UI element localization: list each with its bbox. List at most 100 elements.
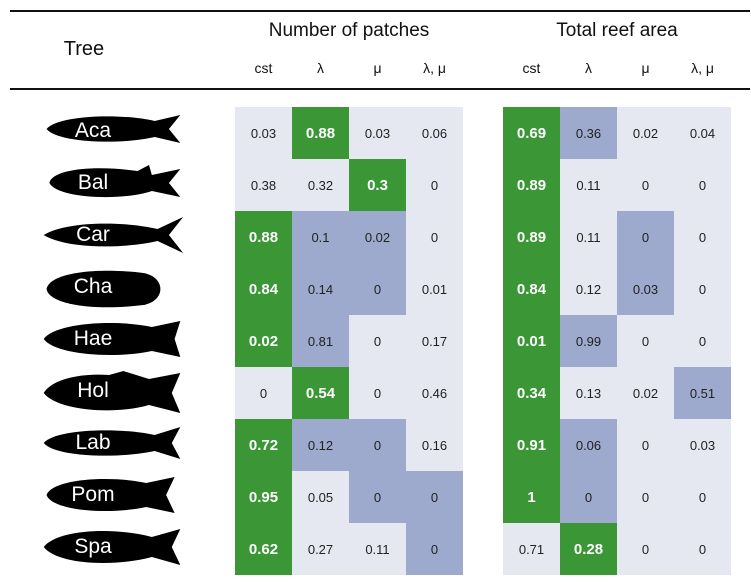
- area-cell-spa-mu: 0: [617, 523, 674, 575]
- wrasse-silhouette-icon: [43, 427, 181, 459]
- patches-cell-bal-cst: 0.38: [235, 159, 292, 211]
- tree-label-cha: Cha: [73, 275, 113, 298]
- fish-row-spa: Spa: [38, 527, 186, 571]
- area-cell-pom-mu: 0: [617, 471, 674, 523]
- area-cell-pom-cst: 1: [503, 471, 560, 523]
- patches-col-cst: cst: [254, 60, 273, 76]
- patches-grid: 0.03 0.88 0.03 0.06 0.38 0.32 0.3 0 0.88 0.1 0.02 0…: [235, 107, 463, 575]
- patches-cell-bal-lambda-mu: 0: [406, 159, 463, 211]
- patches-cell-pom-lambda-mu: 0: [406, 471, 463, 523]
- patches-col-lambda-mu: λ, μ: [423, 60, 446, 76]
- area-col-lambda: λ: [585, 60, 592, 76]
- patches-cell-car-lambda: 0.1: [292, 211, 349, 263]
- patches-cell-cha-lambda: 0.14: [292, 263, 349, 315]
- patches-cell-hae-lambda: 0.81: [292, 315, 349, 367]
- patches-cell-lab-lambda-mu: 0.16: [406, 419, 463, 471]
- area-cell-spa-lambda-mu: 0: [674, 523, 731, 575]
- patches-cell-pom-cst: 0.95: [235, 471, 292, 523]
- patches-col-mu: μ: [373, 60, 382, 76]
- patches-cell-spa-lambda-mu: 0: [406, 523, 463, 575]
- triggerfish-silhouette-icon: [49, 165, 181, 198]
- patches-cell-hol-cst: 0: [235, 367, 292, 419]
- porgy-silhouette-icon: [43, 529, 181, 565]
- tree-label-car: Car: [76, 223, 110, 246]
- header-rule: [10, 88, 750, 90]
- patches-cell-hae-cst: 0.02: [235, 315, 292, 367]
- area-cell-cha-lambda-mu: 0: [674, 263, 731, 315]
- top-rule: [10, 10, 750, 12]
- fish-row-hae: Hae: [38, 319, 186, 363]
- fish-row-car: Car: [38, 215, 186, 259]
- patches-cell-cha-cst: 0.84: [235, 263, 292, 315]
- area-cell-aca-mu: 0.02: [617, 107, 674, 159]
- area-cell-car-mu: 0: [617, 211, 674, 263]
- area-cell-pom-lambda: 0: [560, 471, 617, 523]
- patches-cell-car-mu: 0.02: [349, 211, 406, 263]
- patches-cell-hol-lambda: 0.54: [292, 367, 349, 419]
- area-cell-lab-cst: 0.91: [503, 419, 560, 471]
- patches-cell-spa-mu: 0.11: [349, 523, 406, 575]
- patches-cell-lab-mu: 0: [349, 419, 406, 471]
- grunt-silhouette-icon: [43, 321, 181, 357]
- area-cell-hae-mu: 0: [617, 315, 674, 367]
- area-cell-spa-lambda: 0.28: [560, 523, 617, 575]
- fish-row-aca: Aca: [38, 111, 186, 155]
- patches-cell-lab-lambda: 0.12: [292, 419, 349, 471]
- patches-cell-spa-cst: 0.62: [235, 523, 292, 575]
- area-col-mu: μ: [641, 60, 650, 76]
- area-cell-bal-lambda: 0.11: [560, 159, 617, 211]
- area-cell-bal-cst: 0.89: [503, 159, 560, 211]
- fish-row-hol: Hol: [38, 371, 186, 415]
- tree-label-hol: Hol: [77, 379, 109, 402]
- patches-cell-aca-mu: 0.03: [349, 107, 406, 159]
- patches-cell-lab-cst: 0.72: [235, 419, 292, 471]
- tree-label-aca: Aca: [74, 119, 112, 142]
- butterflyfish-silhouette-icon: [46, 270, 161, 308]
- patches-cell-bal-lambda: 0.32: [292, 159, 349, 211]
- patches-cell-hae-lambda-mu: 0.17: [406, 315, 463, 367]
- patches-cell-car-cst: 0.88: [235, 211, 292, 263]
- patches-cell-hol-mu: 0: [349, 367, 406, 419]
- area-cell-hol-lambda: 0.13: [560, 367, 617, 419]
- patches-cell-pom-lambda: 0.05: [292, 471, 349, 523]
- patches-col-lambda: λ: [317, 60, 324, 76]
- area-cell-lab-lambda-mu: 0.03: [674, 419, 731, 471]
- patches-cell-aca-lambda-mu: 0.06: [406, 107, 463, 159]
- surgeonfish-silhouette-icon: [46, 115, 181, 143]
- area-cell-cha-cst: 0.84: [503, 263, 560, 315]
- fish-row-lab: Lab: [38, 423, 186, 467]
- patches-cell-aca-lambda: 0.88: [292, 107, 349, 159]
- area-col-lambda-mu: λ, μ: [691, 60, 714, 76]
- area-cell-bal-mu: 0: [617, 159, 674, 211]
- area-cell-car-lambda-mu: 0: [674, 211, 731, 263]
- area-col-cst: cst: [522, 60, 541, 76]
- tree-label-hae: Hae: [73, 327, 113, 350]
- area-cell-hol-lambda-mu: 0.51: [674, 367, 731, 419]
- area-cell-car-lambda: 0.11: [560, 211, 617, 263]
- tree-column-header: Tree: [63, 38, 105, 60]
- area-cell-spa-cst: 0.71: [503, 523, 560, 575]
- fish-row-cha: Cha: [38, 267, 186, 311]
- patches-cell-pom-mu: 0: [349, 471, 406, 523]
- area-cell-lab-lambda: 0.06: [560, 419, 617, 471]
- patches-cell-hae-mu: 0: [349, 315, 406, 367]
- patches-cell-cha-lambda-mu: 0.01: [406, 263, 463, 315]
- area-cell-hol-mu: 0.02: [617, 367, 674, 419]
- area-cell-hae-lambda-mu: 0: [674, 315, 731, 367]
- area-grid: 0.69 0.36 0.02 0.04 0.89 0.11 0 0 0.89 0.11 0 0 0.84…: [503, 107, 731, 575]
- area-group-title: Total reef area: [556, 20, 678, 41]
- area-cell-lab-mu: 0: [617, 419, 674, 471]
- area-cell-aca-lambda-mu: 0.04: [674, 107, 731, 159]
- area-cell-cha-lambda: 0.12: [560, 263, 617, 315]
- patches-cell-aca-cst: 0.03: [235, 107, 292, 159]
- squirrelfish-silhouette-icon: [43, 371, 181, 413]
- fish-row-pom: Pom: [38, 475, 186, 519]
- jack-silhouette-icon: [43, 217, 184, 253]
- area-cell-aca-cst: 0.69: [503, 107, 560, 159]
- area-cell-aca-lambda: 0.36: [560, 107, 617, 159]
- tree-label-pom: Pom: [71, 483, 115, 506]
- patches-cell-hol-lambda-mu: 0.46: [406, 367, 463, 419]
- damselfish-silhouette-icon: [46, 477, 175, 513]
- patches-cell-cha-mu: 0: [349, 263, 406, 315]
- area-cell-car-cst: 0.89: [503, 211, 560, 263]
